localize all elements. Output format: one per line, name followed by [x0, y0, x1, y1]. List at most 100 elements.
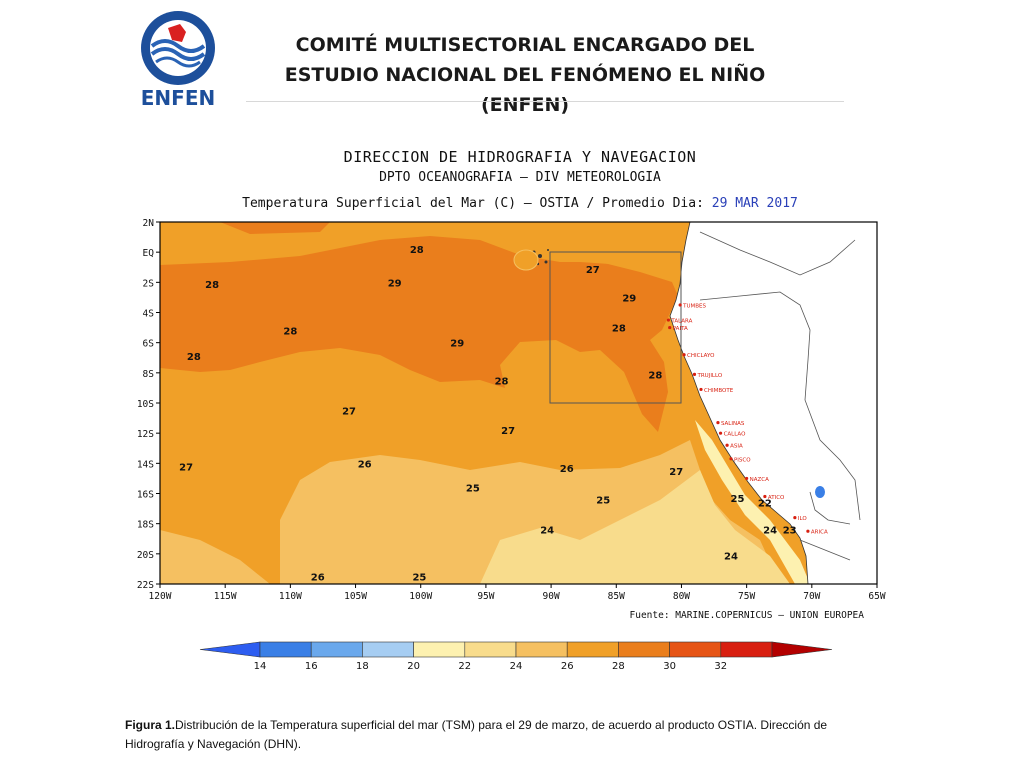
contour-label: 25 [731, 494, 745, 505]
contour-label: 27 [342, 407, 356, 418]
city-marker [668, 325, 672, 330]
colorbar-tick-label: 22 [458, 661, 471, 672]
city-marker [666, 318, 671, 322]
lon-tick-label: 95W [477, 591, 494, 602]
contour-label: 28 [495, 376, 509, 387]
lon-tick-label: 80W [673, 591, 690, 602]
lat-tick-label: 16S [137, 490, 154, 501]
product-label: Temperatura Superficial del Mar (C) — OS… [242, 196, 704, 211]
city-label: ATICO [768, 495, 785, 501]
contour-label: 29 [450, 339, 464, 350]
lat-tick-label: 2S [143, 278, 155, 289]
colorbar-tick-label: 26 [561, 661, 574, 672]
lat-tick-label: 22S [137, 580, 154, 591]
colorbar-swatch [362, 641, 414, 658]
contour-label: 25 [466, 483, 480, 494]
country-borders [699, 231, 861, 561]
colorbar-swatch [413, 641, 466, 658]
colorbar-swatch [618, 641, 670, 658]
lat-tick-label: 20S [137, 550, 154, 561]
contour-label: 26 [560, 464, 574, 475]
lon-tick-label: 85W [608, 591, 625, 602]
map-product-label: Temperatura Superficial del Mar (C) — OS… [160, 196, 880, 211]
page-title-line-2: ESTUDIO NACIONAL DEL FENÓMENO EL NIÑO (E… [284, 64, 766, 116]
city-label: TUMBES [682, 303, 706, 309]
city-marker [718, 431, 723, 435]
lat-tick-label: 14S [137, 459, 154, 470]
colorbar-tick-label: 30 [663, 661, 676, 672]
contour-label: 23 [783, 526, 797, 537]
colorbar-swatch [566, 641, 619, 658]
colorbar-max-arrow [771, 641, 833, 658]
city-marker [725, 443, 729, 447]
contour-label: 27 [669, 467, 683, 478]
map-subtitle: DPTO OCEANOGRAFIA — DIV METEOROLOGIA [379, 170, 661, 185]
map-title: DIRECCION DE HIDROGRAFIA Y NAVEGACION [343, 148, 697, 166]
lon-tick-label: 70W [803, 591, 820, 602]
contour-label: 28 [648, 370, 662, 381]
colorbar-tick-label: 20 [407, 661, 420, 672]
contour-label: 29 [622, 293, 636, 304]
colorbar-swatch [669, 641, 722, 658]
contour-label: 24 [540, 526, 554, 537]
lon-tick-label: 65W [868, 591, 885, 602]
contour-label: 27 [501, 426, 515, 437]
lon-tick-label: 100W [409, 591, 432, 602]
sst-field [160, 222, 877, 584]
sst-band-22-24 [480, 470, 790, 584]
lat-tick-label: 8S [143, 369, 155, 380]
lat-tick-label: 6S [143, 339, 155, 350]
lake-titicaca [815, 486, 825, 498]
lat-tick-label: 10S [137, 399, 154, 410]
city-label: TALARA [670, 319, 692, 325]
contour-labels: 28 27 28 29 29 28 28 29 28 28 28 27 27 27 26 26 27 25 25 25… [179, 245, 797, 583]
longitude-axis: 120W 115W 110W 105W 100W 95W 90W 85W 80W 75W 70W 65… [149, 584, 886, 602]
caption-text-1: Distribución de la Temperatura superfici… [175, 718, 828, 732]
city-label: ARICA [811, 530, 828, 536]
city-marker [699, 387, 703, 392]
colorbar-swatch [720, 641, 773, 658]
lon-tick-label: 110W [279, 591, 302, 602]
contour-label: 24 [763, 526, 777, 537]
city-label: PISCO [734, 457, 751, 463]
lon-tick-label: 105W [344, 591, 367, 602]
lon-tick-label: 75W [738, 591, 755, 602]
contour-label: 25 [596, 496, 610, 507]
contour-label: 28 [410, 245, 424, 256]
colorbar-swatch [515, 641, 568, 658]
page-title: COMITÉ MULTISECTORIAL ENCARGADO DEL ESTU… [240, 30, 810, 120]
colorbar-swatch [310, 641, 363, 658]
lat-tick-label: 2N [143, 218, 155, 229]
contour-label: 24 [724, 551, 738, 562]
city-label: ASIA [730, 444, 743, 450]
colorbar-tick-label: 18 [356, 661, 369, 672]
enfen-logo: ENFEN [141, 11, 215, 110]
sst-band-24-26-west [160, 530, 270, 584]
page-title-line-1: COMITÉ MULTISECTORIAL ENCARGADO DEL [295, 34, 755, 56]
sst-band-20-22 [695, 420, 810, 584]
city-marker [729, 457, 733, 461]
city-label: ILO [798, 516, 807, 522]
contour-label: 28 [283, 327, 297, 338]
contour-label: 26 [358, 459, 372, 470]
logo-text: ENFEN [141, 86, 215, 110]
city-marker [716, 421, 720, 425]
contour-label: 26 [311, 572, 325, 583]
colorbar-swatch [464, 641, 517, 658]
source-credit: Fuente: MARINE.COPERNICUS — UNION EUROPE… [630, 610, 865, 621]
lon-tick-label: 120W [149, 591, 172, 602]
city-marker [678, 303, 682, 307]
city-marker [692, 372, 697, 376]
city-marker [745, 476, 749, 481]
lat-tick-label: EQ [143, 248, 155, 259]
colorbar-tick-label: 28 [612, 661, 625, 672]
city-marker [793, 516, 797, 520]
caption-label: Figura 1. [125, 718, 176, 732]
colorbar-tick-label: 14 [254, 661, 267, 672]
sst-map: 2N EQ 2S 4S 6S 8S 10S 12S 14S 16S 18S 20S 22S 120W 11… [137, 218, 886, 672]
land-south-america [669, 222, 877, 584]
sst-band-28-30-north [220, 222, 330, 234]
colorbar-tick-label: 24 [510, 661, 523, 672]
city-label: CALLAO [724, 432, 747, 438]
